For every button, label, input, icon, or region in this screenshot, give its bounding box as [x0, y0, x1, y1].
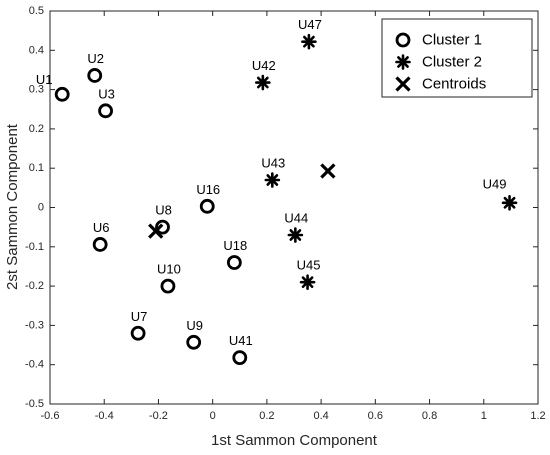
- point-label-u10: U10: [157, 262, 181, 277]
- y-tick-label: 0.2: [29, 123, 44, 135]
- y-tick-label: -0.3: [25, 319, 44, 331]
- data-point-centroid-1: [148, 223, 164, 239]
- data-point-u8: [155, 219, 170, 235]
- point-label-u44: U44: [284, 211, 308, 226]
- data-point-u43: [264, 172, 281, 188]
- x-tick-label: -0.4: [95, 410, 114, 422]
- data-point-u49: [501, 194, 518, 211]
- data-point-u2: [87, 68, 103, 83]
- data-point-u3: [98, 103, 113, 119]
- y-tick-label: -0.4: [25, 359, 44, 371]
- y-tick-label: 0: [38, 202, 44, 214]
- y-tick-label: -0.1: [25, 241, 44, 253]
- point-label-u47: U47: [298, 17, 322, 32]
- series-cluster-2: U42 U47 U43 U44 U45 U49: [252, 17, 518, 290]
- point-label-u6: U6: [93, 220, 110, 235]
- data-point-u18: [226, 255, 242, 270]
- x-axis-label: 1st Sammon Component: [211, 432, 378, 449]
- point-label-u2: U2: [87, 51, 104, 66]
- y-tick-label: -0.5: [25, 398, 44, 410]
- y-axis-ticks: -0.5 -0.4 -0.3 -0.2 -0.1 0 0.1 0.2 0.3 0.4 0.5: [25, 5, 538, 410]
- point-label-u9: U9: [186, 318, 203, 333]
- x-tick-label: 0.6: [368, 410, 383, 422]
- x-tick-label: -0.6: [41, 410, 60, 422]
- point-label-u7: U7: [131, 309, 148, 324]
- data-point-u42: [255, 74, 271, 91]
- data-points: U1U2U3U6U7U8U9U10U16U18U41U42U47U43U44U4…: [36, 17, 518, 366]
- data-point-u16: [199, 198, 215, 214]
- y-tick-label: 0.4: [29, 44, 44, 56]
- legend-label-cluster-2: Cluster 2: [422, 54, 482, 71]
- data-point-u6: [92, 237, 108, 252]
- point-label-u49: U49: [483, 176, 507, 191]
- data-point-u44: [287, 227, 304, 243]
- legend-markers: [395, 32, 411, 92]
- data-point-u10: [160, 278, 176, 294]
- series-centroids: [148, 163, 336, 239]
- legend-label-centroids: Centroids: [422, 76, 486, 93]
- point-label-u45: U45: [297, 258, 321, 273]
- data-point-u7: [130, 325, 146, 341]
- x-tick-label: 0.2: [259, 410, 274, 422]
- x-tick-label: 0: [210, 410, 216, 422]
- x-tick-label: 1.2: [530, 410, 545, 422]
- point-label-u18: U18: [223, 238, 247, 253]
- legend: Cluster 1 Cluster 2 Centroids: [381, 18, 533, 98]
- point-label-u16: U16: [196, 182, 220, 197]
- point-label-u42: U42: [252, 58, 276, 73]
- data-point-u1: [54, 86, 70, 102]
- series-cluster-1: U1 U2 U3 U6 U7 U8 U9 U10 U16 U18 U41: [36, 51, 253, 366]
- point-label-u1: U1: [36, 72, 53, 87]
- data-point-u45: [299, 274, 316, 290]
- y-tick-label: 0.1: [29, 162, 44, 174]
- x-tick-label: 0.8: [422, 410, 437, 422]
- legend-marker-cluster-2: [395, 54, 411, 70]
- x-tick-label: 1: [481, 410, 487, 422]
- data-point-centroid-2: [320, 163, 336, 179]
- x-tick-label: 0.4: [313, 410, 328, 422]
- y-axis-label: 2st Sammon Component: [4, 123, 21, 290]
- x-axis-ticks: -0.6 -0.4 -0.2 0 0.2 0.4 0.6 0.8 1 1.2: [41, 11, 546, 422]
- y-tick-label: 0.3: [29, 84, 44, 96]
- point-label-u43: U43: [261, 155, 285, 170]
- data-point-u9: [186, 334, 202, 350]
- legend-marker-centroids: [395, 76, 411, 92]
- x-tick-label: -0.2: [149, 410, 168, 422]
- y-tick-label: -0.2: [25, 280, 44, 292]
- legend-marker-cluster-1: [395, 32, 411, 48]
- data-point-u47: [301, 33, 317, 50]
- legend-label-cluster-1: Cluster 1: [422, 32, 482, 49]
- data-point-u41: [232, 350, 248, 366]
- point-label-u41: U41: [229, 333, 253, 348]
- point-label-u3: U3: [98, 86, 115, 101]
- y-tick-label: 0.5: [29, 5, 44, 17]
- point-label-u8: U8: [155, 203, 172, 218]
